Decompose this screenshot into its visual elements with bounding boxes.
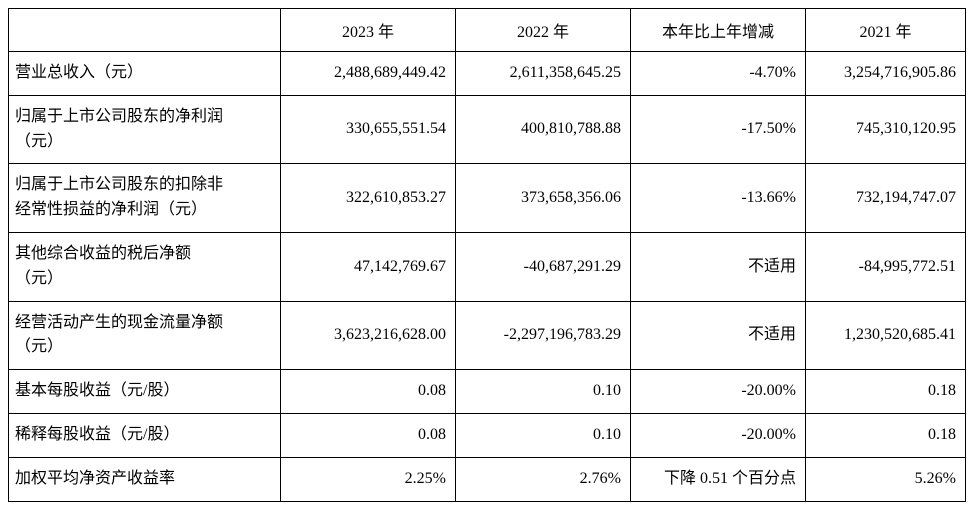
cell-change: -20.00% bbox=[630, 412, 806, 458]
cell-2021: 5.26% bbox=[805, 456, 966, 502]
cell-change: -20.00% bbox=[630, 369, 806, 414]
row-label: 稀释每股收益（元/股） bbox=[8, 412, 281, 458]
cell-change: -17.50% bbox=[630, 94, 806, 165]
cell-2023: 330,655,551.54 bbox=[280, 94, 456, 165]
cell-2022: -40,687,291.29 bbox=[455, 231, 631, 302]
row-label: 基本每股收益（元/股） bbox=[8, 369, 281, 414]
cell-change: -13.66% bbox=[630, 163, 806, 233]
cell-2021: 0.18 bbox=[805, 412, 966, 458]
table-row: 经营活动产生的现金流量净额 （元） 3,623,216,628.00 -2,29… bbox=[8, 300, 966, 371]
cell-2022: 2,611,358,645.25 bbox=[455, 51, 631, 96]
cell-2023: 2.25% bbox=[280, 456, 456, 502]
row-label: 营业总收入（元） bbox=[8, 51, 281, 96]
cell-2022: 0.10 bbox=[455, 412, 631, 458]
cell-change: 不适用 bbox=[630, 231, 806, 302]
header-change-vs-prior-year: 本年比上年增减 bbox=[630, 8, 806, 52]
cell-2022: 0.10 bbox=[455, 369, 631, 414]
row-label: 经营活动产生的现金流量净额 （元） bbox=[8, 300, 281, 371]
cell-2021: 745,310,120.95 bbox=[805, 94, 966, 165]
table-row: 加权平均净资产收益率 2.25% 2.76% 下降 0.51 个百分点 5.26… bbox=[8, 456, 966, 502]
cell-2021: 0.18 bbox=[805, 369, 966, 414]
cell-change: -4.70% bbox=[630, 51, 806, 96]
cell-2021: 3,254,716,905.86 bbox=[805, 51, 966, 96]
cell-2023: 322,610,853.27 bbox=[280, 163, 456, 233]
header-year-2022: 2022 年 bbox=[455, 8, 631, 52]
table-row: 稀释每股收益（元/股） 0.08 0.10 -20.00% 0.18 bbox=[8, 412, 966, 458]
cell-2022: 373,658,356.06 bbox=[455, 163, 631, 233]
row-label: 加权平均净资产收益率 bbox=[8, 456, 281, 502]
cell-2023: 3,623,216,628.00 bbox=[280, 300, 456, 371]
header-blank bbox=[8, 8, 281, 52]
cell-2023: 0.08 bbox=[280, 412, 456, 458]
row-label: 归属于上市公司股东的净利润 （元） bbox=[8, 94, 281, 165]
row-label: 其他综合收益的税后净额 （元） bbox=[8, 231, 281, 302]
table-row: 归属于上市公司股东的扣除非 经常性损益的净利润（元） 322,610,853.2… bbox=[8, 163, 966, 233]
table-row: 归属于上市公司股东的净利润 （元） 330,655,551.54 400,810… bbox=[8, 94, 966, 165]
header-year-2023: 2023 年 bbox=[280, 8, 456, 52]
row-label: 归属于上市公司股东的扣除非 经常性损益的净利润（元） bbox=[8, 163, 281, 233]
table-row: 其他综合收益的税后净额 （元） 47,142,769.67 -40,687,29… bbox=[8, 231, 966, 302]
header-year-2021: 2021 年 bbox=[805, 8, 966, 52]
cell-change: 下降 0.51 个百分点 bbox=[630, 456, 806, 502]
cell-2023: 2,488,689,449.42 bbox=[280, 51, 456, 96]
header-row: 2023 年 2022 年 本年比上年增减 2021 年 bbox=[8, 8, 966, 52]
cell-2022: -2,297,196,783.29 bbox=[455, 300, 631, 371]
table-row: 基本每股收益（元/股） 0.08 0.10 -20.00% 0.18 bbox=[8, 369, 966, 414]
cell-2022: 400,810,788.88 bbox=[455, 94, 631, 165]
cell-2022: 2.76% bbox=[455, 456, 631, 502]
cell-2021: -84,995,772.51 bbox=[805, 231, 966, 302]
cell-2023: 0.08 bbox=[280, 369, 456, 414]
cell-2021: 732,194,747.07 bbox=[805, 163, 966, 233]
cell-2023: 47,142,769.67 bbox=[280, 231, 456, 302]
cell-change: 不适用 bbox=[630, 300, 806, 371]
financial-summary-table: 2023 年 2022 年 本年比上年增减 2021 年 营业总收入（元） 2,… bbox=[8, 8, 966, 502]
table-row: 营业总收入（元） 2,488,689,449.42 2,611,358,645.… bbox=[8, 51, 966, 96]
cell-2021: 1,230,520,685.41 bbox=[805, 300, 966, 371]
